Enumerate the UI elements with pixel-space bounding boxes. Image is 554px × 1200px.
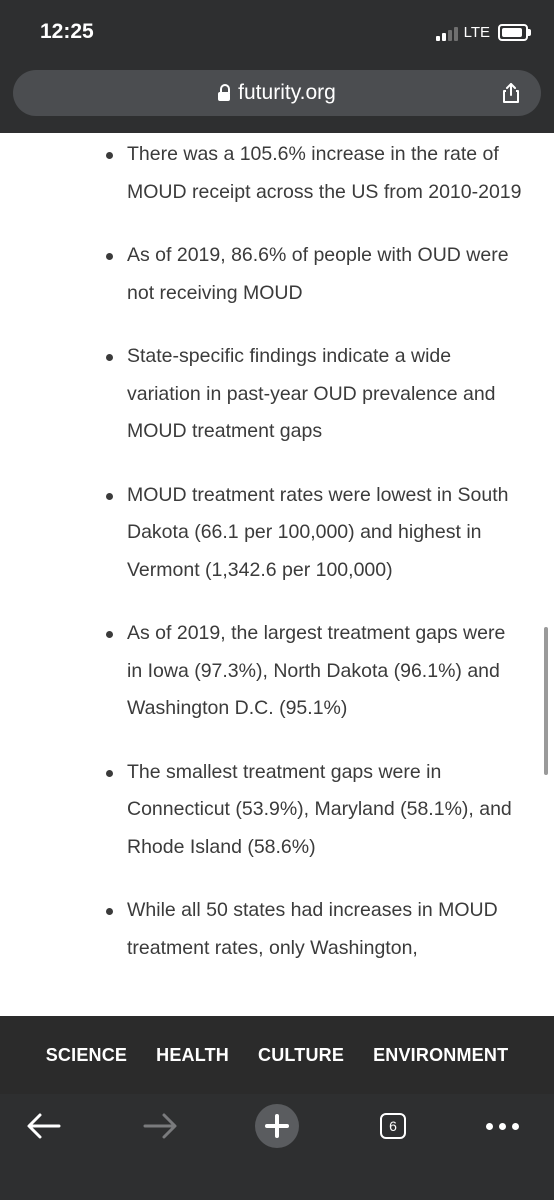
dot-icon (498, 1122, 506, 1130)
list-item: MOUD treatment rates were lowest in Sout… (0, 477, 554, 590)
list-item: As of 2019, 86.6% of people with OUD wer… (0, 237, 554, 312)
plus-icon (255, 1104, 299, 1148)
nav-item-environment[interactable]: ENVIRONMENT (373, 1044, 509, 1065)
address-bar[interactable]: futurity.org (13, 70, 541, 116)
list-item: State-specific findings indicate a wide … (0, 338, 554, 451)
list-item: As of 2019, the largest treatment gaps w… (0, 615, 554, 728)
status-indicators: LTE (435, 24, 531, 41)
forward-button[interactable] (140, 1108, 180, 1144)
url-text: futurity.org (238, 81, 336, 104)
arrow-right-icon (143, 1113, 177, 1139)
findings-list: There was a 105.6% increase in the rate … (0, 136, 554, 967)
status-time: 12:25 (40, 20, 94, 43)
share-icon[interactable] (499, 81, 523, 105)
nav-item-science[interactable]: SCIENCE (45, 1044, 128, 1065)
tabs-button[interactable]: 6 (377, 1108, 409, 1144)
dot-icon (511, 1122, 519, 1130)
browser-toolbar: 6 (0, 1094, 554, 1200)
nav-item-health[interactable]: HEALTH (156, 1044, 229, 1065)
arrow-left-icon (27, 1113, 61, 1139)
article-content: There was a 105.6% increase in the rate … (0, 133, 554, 1016)
list-item: There was a 105.6% increase in the rate … (0, 136, 554, 211)
signal-icon (435, 25, 458, 41)
tab-count: 6 (380, 1113, 406, 1139)
list-item: While all 50 states had increases in MOU… (0, 892, 554, 967)
new-tab-button[interactable] (255, 1104, 299, 1148)
browser-top-chrome: 12:25 LTE futurity.org (0, 0, 554, 133)
nav-item-culture[interactable]: CULTURE (258, 1044, 345, 1065)
more-button[interactable] (482, 1108, 522, 1144)
back-button[interactable] (24, 1108, 64, 1144)
dot-icon (485, 1122, 493, 1130)
category-nav: SCIENCE HEALTH CULTURE ENVIRONMENT (0, 1016, 554, 1094)
network-label: LTE (463, 24, 490, 41)
list-item: The smallest treatment gaps were in Conn… (0, 754, 554, 867)
battery-icon (498, 24, 531, 41)
scrollbar-thumb[interactable] (544, 627, 548, 775)
lock-icon (218, 84, 231, 102)
